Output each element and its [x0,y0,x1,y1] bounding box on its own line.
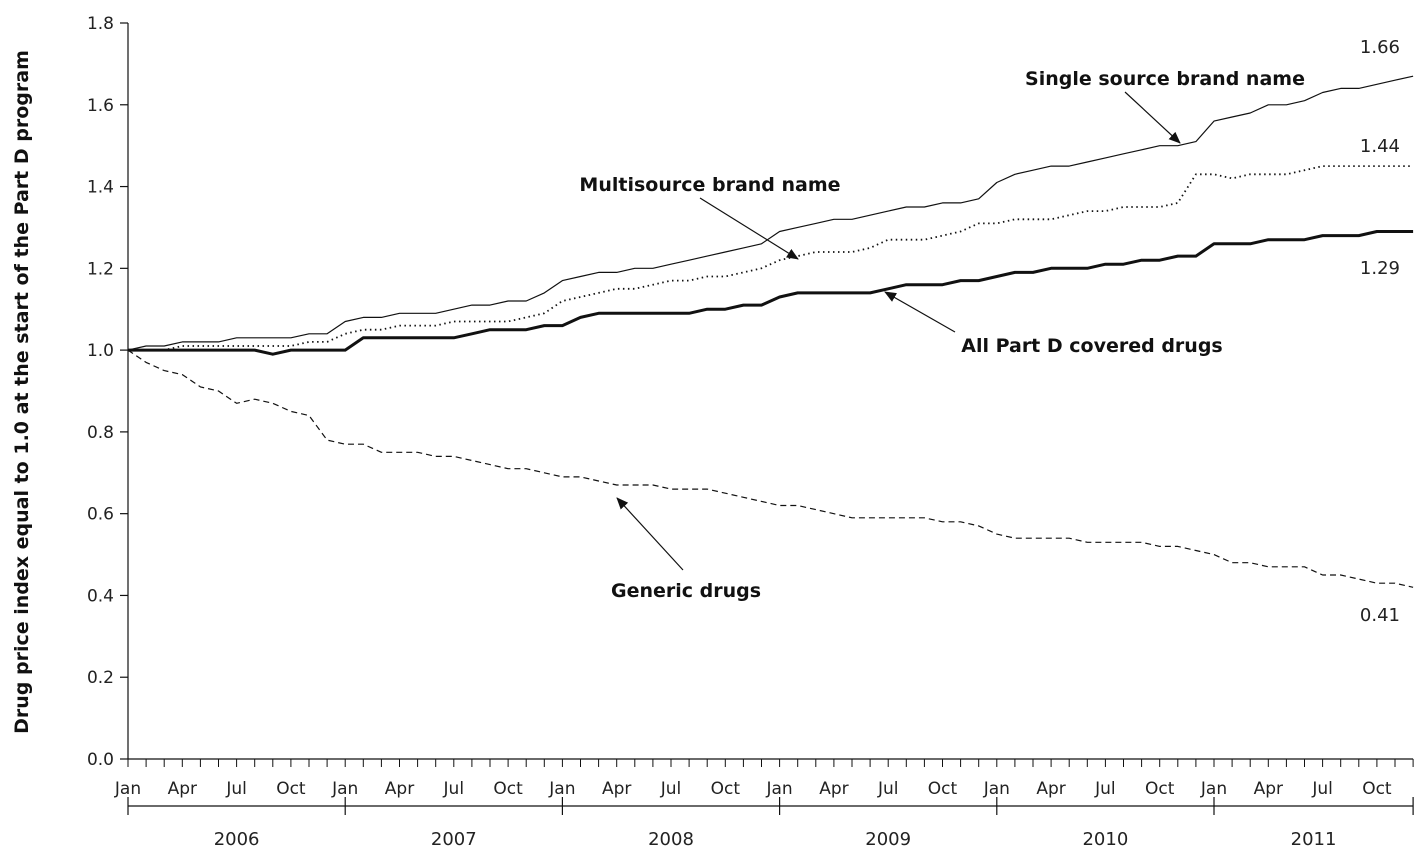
x-tick-label: Jan [331,779,358,799]
annotation-label: Generic drugs [611,580,761,602]
end-value-label: 1.29 [1360,258,1400,279]
x-tick-label: Jan [983,779,1010,799]
x-tick-label: Oct [1145,779,1175,799]
x-tick-label: Oct [493,779,523,799]
y-tick-label: 0.2 [87,668,114,688]
year-label: 2009 [865,829,911,850]
end-value-label: 1.44 [1360,136,1400,157]
annotation-label: Multisource brand name [579,174,840,196]
x-tick-label: Oct [928,779,958,799]
y-tick-label: 0.4 [87,586,114,606]
x-tick-label: Jul [877,779,899,799]
end-value-label: 1.66 [1360,37,1400,58]
x-tick-label: Jul [660,779,682,799]
x-tick-label: Apr [1254,779,1283,799]
annotation-arrow [884,291,956,333]
y-tick-label: 1.4 [87,178,114,198]
annotation-arrow [699,197,799,260]
multisource-brand-line [128,165,1414,352]
x-tick-label: Oct [711,779,741,799]
y-tick-label: 1.8 [87,14,114,34]
y-tick-label: 0.8 [87,423,114,443]
annotation-arrow [616,497,684,571]
series-layer [127,75,1414,588]
single-source-brand-line [127,75,1414,351]
end-value-label: 0.41 [1360,605,1400,626]
x-tick-label: Jan [765,779,792,799]
x-tick-label: Jul [1311,779,1333,799]
annotation-label: Single source brand name [1025,68,1305,90]
annotation-layer: Single source brand name Multisource bran… [579,37,1400,626]
y-tick-label: 0.6 [87,505,114,525]
x-tick-label: Apr [168,779,197,799]
generic-drugs-line [127,349,1414,588]
year-label: 2007 [431,829,477,850]
x-tick-label: Apr [819,779,848,799]
x-tick-label: Jul [443,779,465,799]
x-tick-label: Jan [548,779,575,799]
x-tick-label: Oct [276,779,306,799]
annotation-label: All Part D covered drugs [961,335,1223,357]
x-tick-label: Apr [1036,779,1065,799]
x-tick-label: Apr [602,779,631,799]
year-label: 2011 [1291,829,1337,850]
x-tick-label: Jan [114,779,141,799]
y-tick-label: 1.2 [87,259,114,279]
year-label: 2010 [1082,829,1128,850]
y-axis-label: Drug price index equal to 1.0 at the sta… [11,50,33,734]
y-tick-label: 1.0 [87,341,114,361]
all-part-d-line [128,230,1414,356]
annotation-arrow [1124,91,1181,144]
x-tick-label: Apr [385,779,414,799]
year-label: 2006 [214,829,260,850]
x-tick-label: Oct [1362,779,1392,799]
axes: 0.0 0.2 0.4 0.6 0.8 1.0 1.2 1.4 1.6 1.8 Jan Apr Jul O… [87,14,1414,850]
y-tick-label: 1.6 [87,96,114,116]
x-tick-label: Jul [225,779,247,799]
x-tick-label: Jan [1200,779,1227,799]
y-tick-label: 0.0 [87,750,114,770]
x-tick-label: Jul [1094,779,1116,799]
year-label: 2008 [648,829,694,850]
